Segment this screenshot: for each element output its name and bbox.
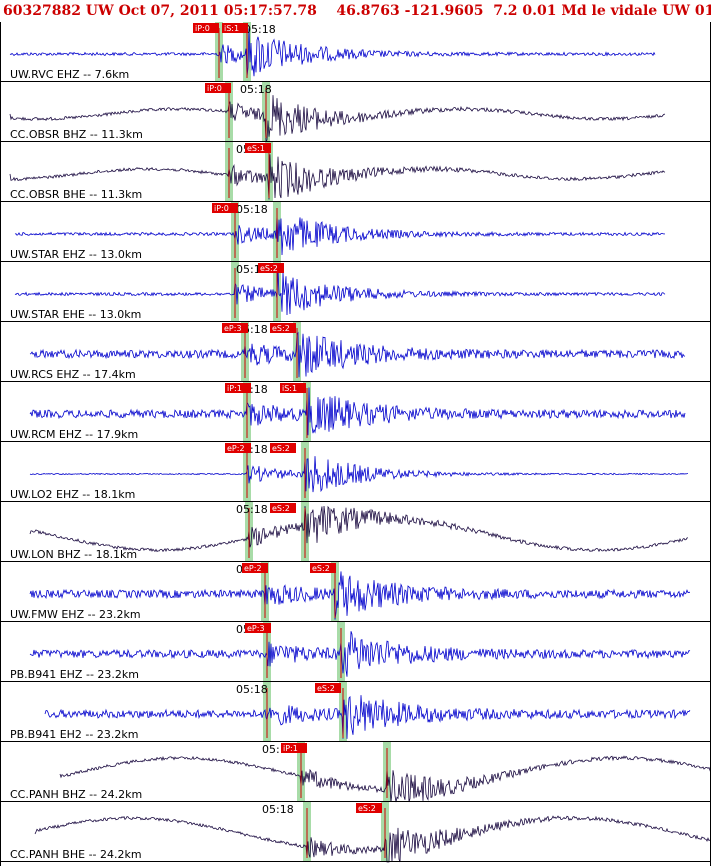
pick-marker-label: eS:2 bbox=[260, 264, 278, 273]
station-label: PB.B941 EHZ -- 23.2km bbox=[10, 668, 139, 681]
seismogram-panel[interactable]: 05:18 iP:0 iS:1 UW.RVC EHZ -- 7.6km 05:18 iP:… bbox=[0, 22, 711, 866]
pick-marker-label: iP:0 bbox=[195, 24, 210, 33]
station-label: UW.RCM EHZ -- 17.9km bbox=[10, 428, 138, 441]
pick-marker[interactable] bbox=[280, 383, 306, 393]
event-header-text: 60327882 UW Oct 07, 2011 05:17:57.78 46.… bbox=[3, 3, 711, 19]
waveform-trace bbox=[29, 456, 688, 493]
pick-marker[interactable] bbox=[258, 263, 284, 273]
time-label: 05:18 bbox=[240, 83, 272, 96]
waveform-trace bbox=[9, 95, 666, 142]
time-label: 05:18 bbox=[236, 203, 268, 216]
trace-panel[interactable]: 05:18 iP:0 iS:1 UW.RVC EHZ -- 7.6km bbox=[0, 22, 711, 82]
pick-marker-label: eP:3 bbox=[224, 324, 242, 333]
waveform-trace bbox=[14, 214, 666, 256]
pick-marker[interactable] bbox=[315, 683, 341, 693]
station-label: UW.LO2 EHZ -- 18.1km bbox=[10, 488, 135, 501]
pick-marker[interactable] bbox=[222, 323, 248, 333]
pick-marker-label: iP:0 bbox=[214, 204, 229, 213]
waveform-trace bbox=[9, 28, 656, 77]
pick-marker-label: eS:2 bbox=[272, 444, 290, 453]
pick-marker[interactable] bbox=[270, 323, 296, 333]
pick-marker-label: iP:0 bbox=[207, 84, 222, 93]
station-label: CC.OBSR BHE -- 11.3km bbox=[10, 188, 142, 201]
station-label: UW.STAR EHE -- 13.0km bbox=[10, 308, 141, 321]
trace-panel[interactable]: 05:18 eS:2 CC.PANH BHE -- 24.2km bbox=[0, 802, 711, 863]
station-label: UW.RVC EHZ -- 7.6km bbox=[10, 68, 129, 81]
pick-marker[interactable] bbox=[225, 443, 251, 453]
time-label: 05:18 bbox=[236, 503, 268, 516]
station-label: UW.LON BHZ -- 18.1km bbox=[10, 548, 137, 561]
station-label: UW.FMW EHZ -- 23.2km bbox=[10, 608, 141, 621]
pick-marker[interactable] bbox=[310, 563, 336, 573]
pick-marker-label: iS:1 bbox=[224, 24, 239, 33]
waveform-trace bbox=[34, 815, 711, 863]
pick-marker-label: eP:2 bbox=[227, 444, 245, 453]
waveform-trace bbox=[29, 331, 686, 378]
pick-marker-label: eP:3 bbox=[247, 624, 265, 633]
pick-marker[interactable] bbox=[281, 743, 307, 753]
pick-marker-label: iS:1 bbox=[282, 384, 297, 393]
waveform-trace bbox=[59, 755, 711, 803]
pick-marker[interactable] bbox=[222, 23, 248, 33]
trace-panel[interactable]: 05:18 eS:2 UW.LON BHZ -- 18.1km bbox=[0, 502, 711, 562]
waveform-trace bbox=[14, 268, 666, 316]
pick-marker[interactable] bbox=[356, 803, 382, 813]
pick-marker[interactable] bbox=[270, 443, 296, 453]
trace-panel[interactable]: 05:18 eS:2 PB.B941 EH2 -- 23.2km bbox=[0, 682, 711, 742]
station-label: PB.B941 EH2 -- 23.2km bbox=[10, 728, 138, 741]
pick-marker[interactable] bbox=[242, 563, 268, 573]
station-label: CC.PANH BHE -- 24.2km bbox=[10, 848, 142, 861]
pick-marker-label: eP:2 bbox=[244, 564, 262, 573]
pick-marker[interactable] bbox=[225, 383, 251, 393]
pick-marker[interactable] bbox=[245, 143, 271, 153]
pick-marker-label: iP:1 bbox=[283, 744, 298, 753]
pick-marker[interactable] bbox=[212, 203, 238, 213]
waveform-trace bbox=[29, 571, 690, 620]
station-label: CC.PANH BHZ -- 24.2km bbox=[10, 788, 142, 801]
waveform-trace bbox=[29, 631, 691, 677]
station-label: UW.RCS EHZ -- 17.4km bbox=[10, 368, 136, 381]
time-label: 05:18 bbox=[236, 683, 268, 696]
waveform-trace bbox=[9, 154, 666, 200]
trace-panel[interactable]: 05:18 iP:0 CC.OBSR BHZ -- 11.3km bbox=[0, 82, 711, 142]
station-label: UW.STAR EHZ -- 13.0km bbox=[10, 248, 142, 261]
pick-marker-label: eS:2 bbox=[358, 804, 376, 813]
pick-marker-label: iP:1 bbox=[227, 384, 242, 393]
pick-marker[interactable] bbox=[193, 23, 219, 33]
station-label: CC.OBSR BHZ -- 11.3km bbox=[10, 128, 143, 141]
trace-panel[interactable]: 05:18 iP:0 UW.STAR EHZ -- 13.0km bbox=[0, 202, 711, 262]
pick-marker-label: eS:2 bbox=[317, 684, 335, 693]
pick-marker-label: eS:2 bbox=[272, 504, 290, 513]
pick-marker[interactable] bbox=[270, 503, 296, 513]
waveform-trace bbox=[29, 387, 686, 436]
waveform-trace bbox=[29, 505, 689, 553]
pick-marker-label: eS:2 bbox=[272, 324, 290, 333]
waveform-trace bbox=[44, 695, 691, 739]
time-label: 05:18 bbox=[262, 803, 294, 816]
event-header: 60327882 UW Oct 07, 2011 05:17:57.78 46.… bbox=[0, 0, 711, 22]
time-label: 05:18 bbox=[244, 23, 276, 36]
pick-marker-label: eS:2 bbox=[312, 564, 330, 573]
pick-marker-label: eS:1 bbox=[247, 144, 265, 153]
pick-marker[interactable] bbox=[205, 83, 231, 93]
pick-marker[interactable] bbox=[245, 623, 271, 633]
